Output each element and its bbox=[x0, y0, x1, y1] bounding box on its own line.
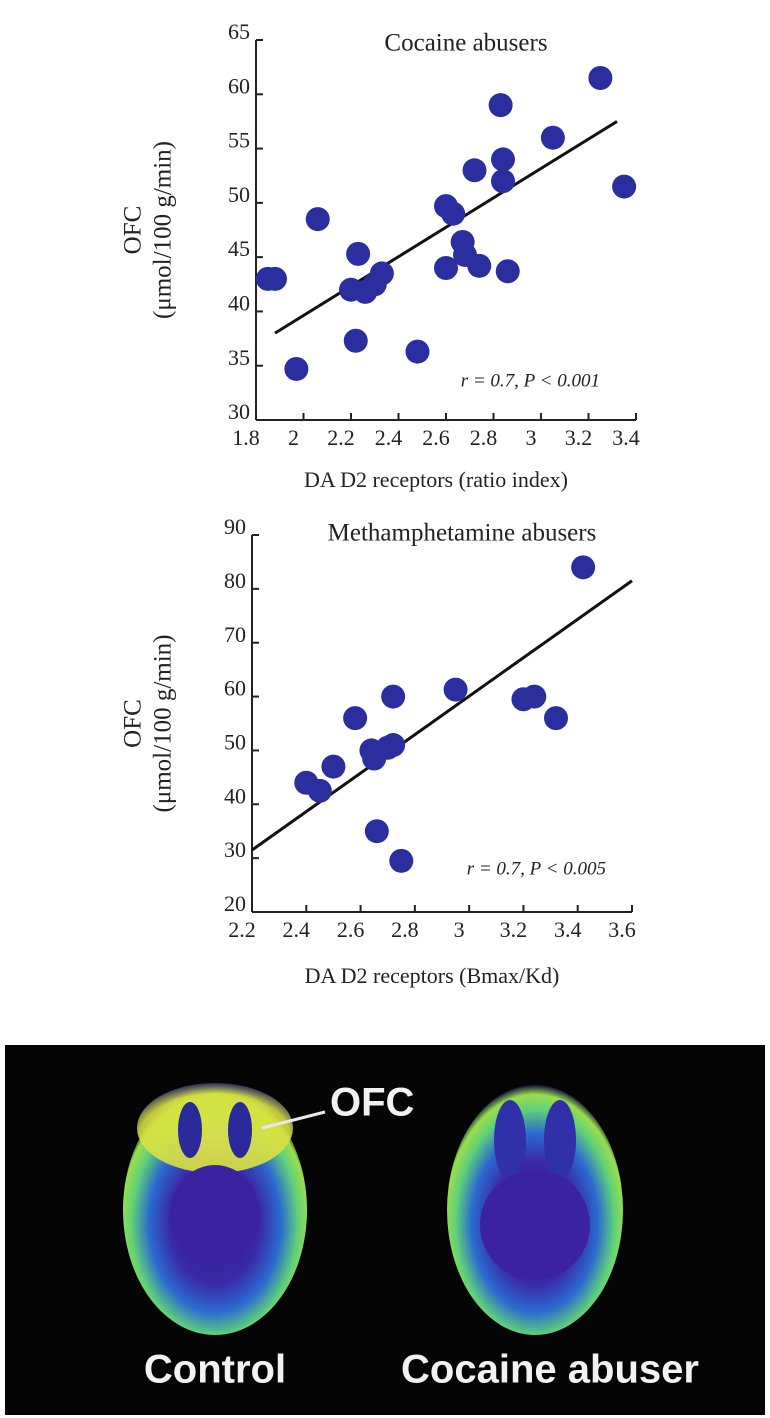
chart-title: Methamphetamine abusers bbox=[328, 520, 597, 547]
point bbox=[308, 779, 332, 803]
y-axis-label: OFC bbox=[120, 206, 147, 255]
point bbox=[343, 706, 367, 730]
x-tick-label: 1.8 bbox=[232, 425, 260, 450]
y-tick-label: 30 bbox=[224, 837, 246, 862]
x-tick-label: 2.8 bbox=[470, 425, 498, 450]
x-tick-label: 2.2 bbox=[327, 425, 355, 450]
point bbox=[571, 555, 595, 579]
x-tick-label: 3.2 bbox=[500, 917, 528, 942]
trend-line bbox=[252, 581, 632, 850]
point bbox=[467, 254, 491, 278]
chart-title: Cocaine abusers bbox=[384, 30, 547, 57]
point bbox=[306, 207, 330, 231]
x-tick-label: 3.4 bbox=[612, 425, 640, 450]
point bbox=[463, 158, 487, 182]
point bbox=[444, 678, 468, 702]
point bbox=[321, 755, 345, 779]
y-tick-label: 65 bbox=[228, 19, 250, 44]
y-tick-label: 40 bbox=[228, 290, 250, 315]
image-label: Cocaine abuser bbox=[401, 1348, 699, 1392]
x-tick-label: 2.6 bbox=[422, 425, 450, 450]
y-axis-label: (μmol/100 g/min) bbox=[150, 635, 177, 813]
x-tick-label: 3.2 bbox=[565, 425, 593, 450]
point bbox=[389, 849, 413, 873]
x-tick-label: 2.2 bbox=[228, 917, 256, 942]
point bbox=[263, 267, 287, 291]
brain-control bbox=[123, 1083, 307, 1335]
brain-cocaine bbox=[447, 1085, 623, 1335]
point bbox=[370, 261, 394, 285]
y-tick-label: 80 bbox=[224, 568, 246, 593]
x-tick-label: 3.6 bbox=[608, 917, 636, 942]
image-label: Control bbox=[144, 1348, 286, 1392]
x-tick-label: 3 bbox=[526, 425, 537, 450]
y-axis-label: OFC bbox=[120, 699, 147, 748]
point bbox=[496, 259, 520, 283]
y-tick-label: 90 bbox=[224, 514, 246, 539]
point bbox=[522, 685, 546, 709]
x-tick-label: 3 bbox=[454, 917, 465, 942]
point bbox=[441, 202, 465, 226]
point bbox=[491, 169, 515, 193]
point bbox=[541, 126, 565, 150]
x-tick-label: 2 bbox=[288, 425, 299, 450]
callout: OFC bbox=[330, 1081, 414, 1125]
point bbox=[365, 819, 389, 843]
point bbox=[489, 93, 513, 117]
annotation: r = 0.7, P < 0.005 bbox=[467, 858, 606, 879]
y-tick-label: 45 bbox=[228, 236, 250, 261]
point bbox=[284, 357, 308, 381]
point bbox=[544, 706, 568, 730]
x-axis-label: DA D2 receptors (Bmax/Kd) bbox=[305, 963, 560, 988]
y-tick-label: 50 bbox=[228, 182, 250, 207]
x-tick-label: 3.4 bbox=[554, 917, 582, 942]
y-tick-label: 20 bbox=[224, 891, 246, 916]
point bbox=[381, 685, 405, 709]
figure: OFC Control Cocaine abuser 30 35 40 45 50 55 6… bbox=[0, 0, 770, 1418]
point bbox=[381, 733, 405, 757]
y-tick-label: 70 bbox=[224, 622, 246, 647]
y-tick-label: 50 bbox=[224, 729, 246, 754]
point bbox=[344, 329, 368, 353]
point bbox=[491, 147, 515, 171]
y-tick-label: 35 bbox=[228, 345, 250, 370]
y-tick-label: 60 bbox=[228, 73, 250, 98]
point bbox=[588, 66, 612, 90]
x-tick-label: 2.8 bbox=[391, 917, 419, 942]
point bbox=[346, 242, 370, 266]
x-tick-label: 2.6 bbox=[337, 917, 365, 942]
y-tick-label: 60 bbox=[224, 676, 246, 701]
y-tick-label: 40 bbox=[224, 783, 246, 808]
x-tick-label: 2.4 bbox=[375, 425, 403, 450]
x-axis-label: DA D2 receptors (ratio index) bbox=[304, 467, 568, 492]
point bbox=[612, 175, 636, 199]
y-axis-label: (μmol/100 g/min) bbox=[150, 141, 177, 319]
y-tick-label: 30 bbox=[228, 399, 250, 424]
y-tick-label: 55 bbox=[228, 128, 250, 153]
x-tick-label: 2.4 bbox=[283, 917, 311, 942]
point bbox=[406, 340, 430, 364]
annotation: r = 0.7, P < 0.001 bbox=[461, 370, 600, 391]
